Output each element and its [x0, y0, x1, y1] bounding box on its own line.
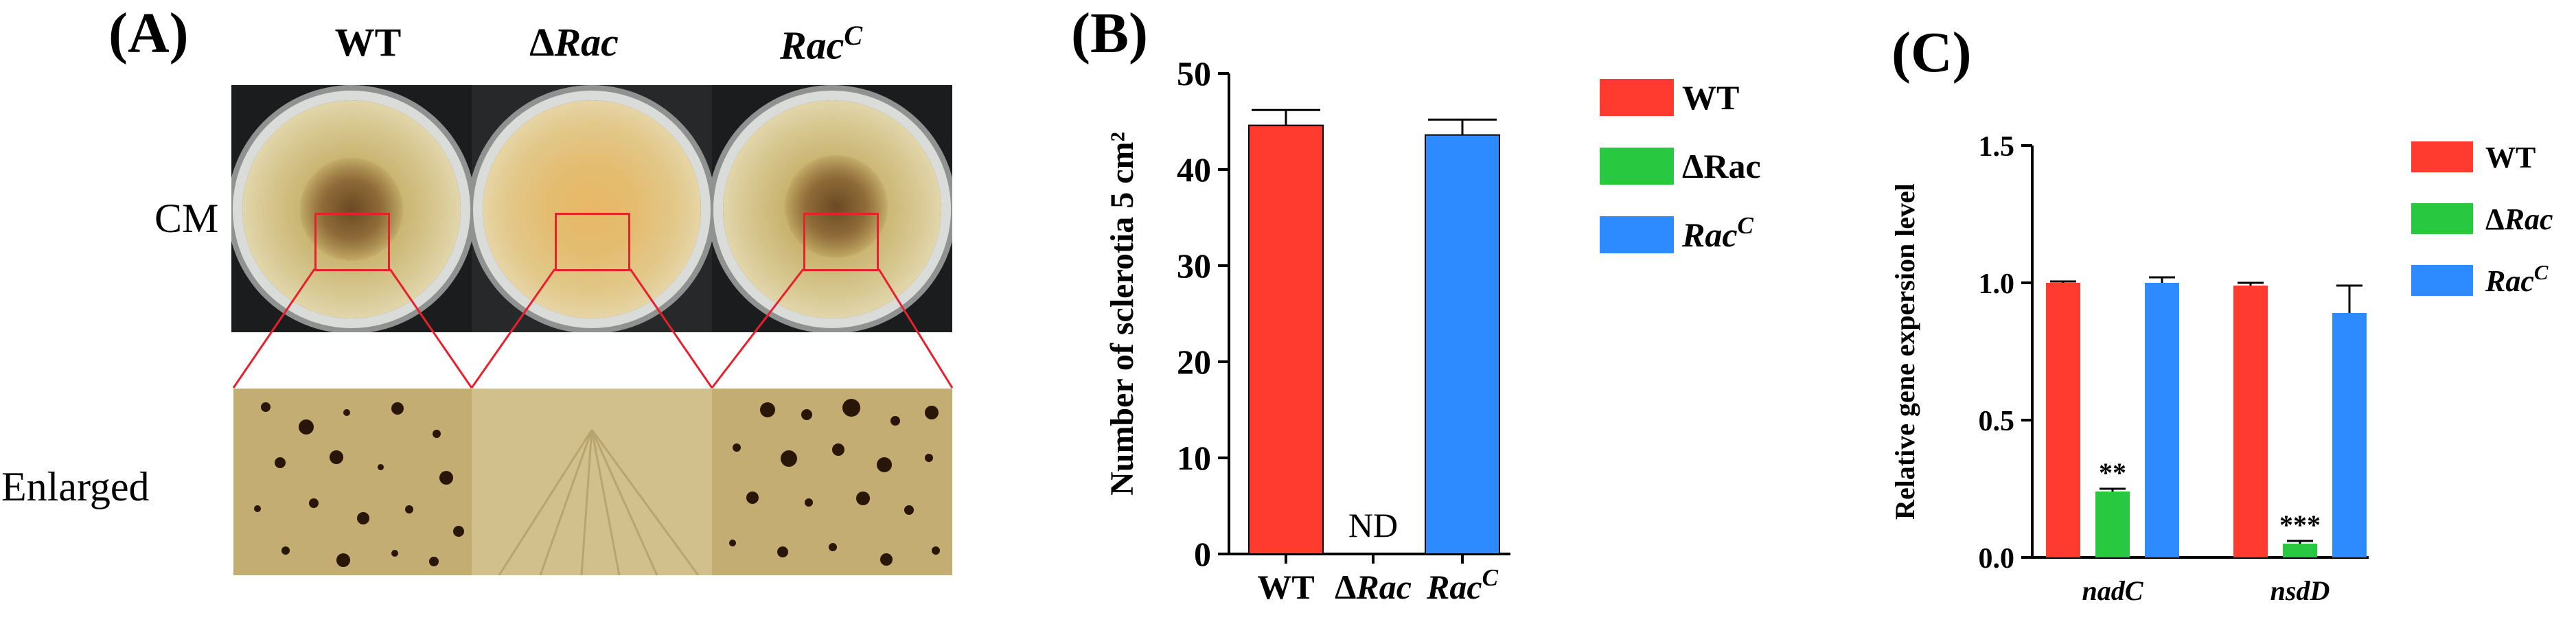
bar	[2332, 313, 2367, 557]
strain-label-delta-rac: ΔRac	[529, 20, 619, 65]
legend-swatch	[2411, 265, 2473, 296]
y-tick-label: 30	[1177, 246, 1211, 285]
y-axis-label: Number of sclerotia 5 cm²	[1104, 132, 1140, 496]
y-tick-label: 20	[1177, 343, 1211, 381]
significance-label: ***	[2279, 509, 2321, 540]
y-tick-label: 50	[1177, 55, 1211, 93]
x-tick-label: ΔRac	[1335, 568, 1412, 606]
bar	[2095, 492, 2130, 557]
legend-label: RacC	[1681, 212, 1754, 255]
panel-a-letter: (A)	[108, 1, 189, 65]
legend-label: ΔRac	[1682, 147, 1761, 185]
bar	[1425, 134, 1500, 555]
plate-photo-wt	[231, 85, 472, 332]
enlarged-photo-delta-rac	[472, 389, 712, 575]
y-tick-label: 1.5	[1979, 131, 2015, 163]
bar-annotation: ND	[1348, 506, 1398, 544]
legend-label: RacC	[2485, 261, 2549, 298]
panel-c-letter: (C)	[1891, 21, 1972, 84]
y-tick-label: 1.0	[1979, 268, 2015, 300]
y-tick-label: 0.5	[1979, 406, 2015, 437]
row-label-cm: CM	[154, 196, 219, 241]
panel-b-letter: (B)	[1071, 1, 1148, 65]
bar	[1248, 124, 1324, 555]
legend-swatch	[1600, 216, 1674, 253]
legend-swatch	[1600, 79, 1674, 116]
enlarged-photo-wt	[233, 389, 472, 575]
legend-label: ΔRac	[2485, 203, 2553, 236]
plate-photo-rac-c	[712, 85, 952, 332]
chart-b: 0 10 20 30 40 50 Number of sclerotia 5 cm² WT ND…	[1104, 55, 1761, 607]
x-tick-label: RacC	[1426, 564, 1499, 607]
y-tick-label: 0.0	[1979, 543, 2015, 575]
strain-label-rac-c: RacC	[779, 20, 863, 68]
y-tick-label: 10	[1177, 439, 1211, 477]
enlarged-photo-rac-c	[712, 389, 952, 575]
x-tick-label: nadC	[2082, 575, 2144, 606]
chart-c: 0.0 0.5 1.0 1.5 Relative gene expersion leve…	[1889, 131, 2553, 606]
legend-label: WT	[1682, 78, 1739, 117]
x-tick-label: nsdD	[2270, 575, 2330, 606]
bar	[2046, 283, 2080, 557]
legend-swatch	[2411, 203, 2473, 234]
x-tick-label: WT	[1257, 568, 1314, 606]
y-tick-label: 40	[1177, 150, 1211, 189]
legend-swatch	[2411, 141, 2473, 172]
bar	[2233, 286, 2268, 557]
legend-label: WT	[2485, 141, 2535, 174]
zoom-lines	[232, 268, 954, 389]
bar	[2145, 283, 2179, 557]
plate-photo-delta-rac	[472, 85, 712, 332]
strain-label-wt: WT	[334, 20, 402, 65]
legend-swatch	[1600, 148, 1674, 185]
y-axis-label: Relative gene expersion level	[1889, 183, 1920, 520]
bar	[2283, 544, 2317, 557]
significance-label: **	[2099, 457, 2126, 488]
y-tick-label: 0	[1194, 535, 1211, 573]
row-label-enlarged: Enlarged	[1, 464, 150, 509]
